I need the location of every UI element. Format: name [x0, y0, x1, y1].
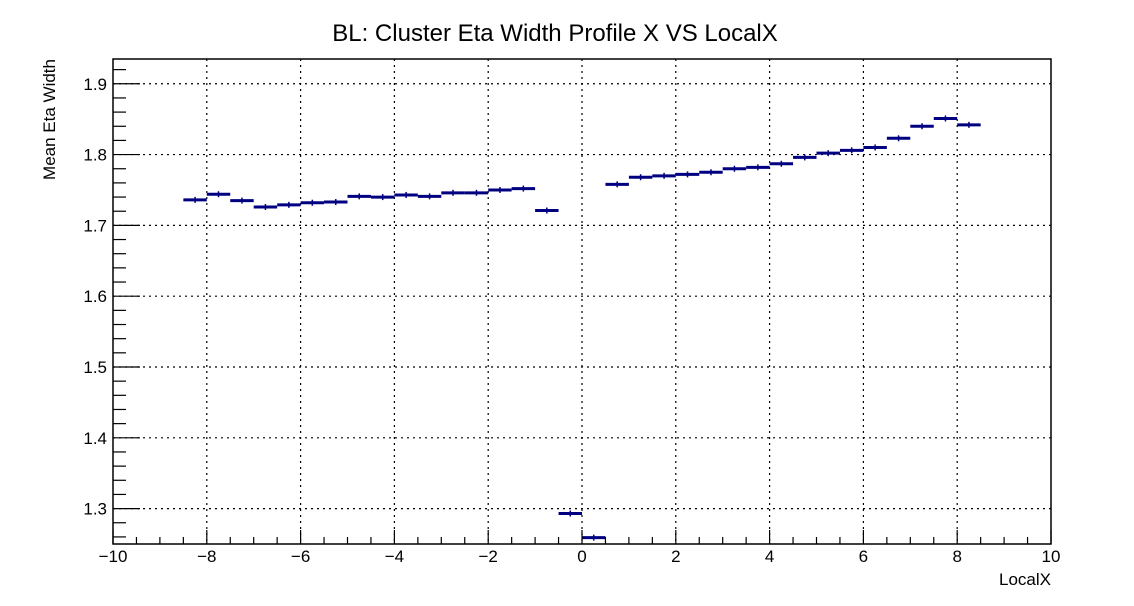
data-point	[464, 189, 489, 196]
x-tick-label: −4	[385, 547, 404, 566]
data-points	[183, 115, 981, 541]
data-point	[699, 169, 723, 176]
data-point	[300, 199, 325, 206]
y-tick-label: 1.9	[83, 75, 107, 94]
data-point	[652, 172, 676, 179]
x-tick-label: −10	[99, 547, 128, 566]
data-point	[394, 191, 418, 198]
data-point	[793, 154, 817, 161]
data-point	[324, 199, 348, 206]
x-tick-label: 0	[577, 547, 586, 566]
y-tick-label: 1.4	[83, 429, 107, 448]
x-tick-labels: −10 −8 −6 −4 −2 0 2 4 6 8 10	[99, 547, 1061, 566]
data-point	[816, 150, 840, 157]
data-point	[511, 185, 536, 192]
data-point	[933, 115, 958, 122]
data-point	[722, 165, 747, 172]
x-tick-label: −6	[291, 547, 310, 566]
data-point	[441, 189, 465, 196]
data-point	[769, 160, 794, 167]
data-point	[582, 534, 606, 541]
x-tick-label: −2	[479, 547, 498, 566]
y-tick-label: 1.6	[83, 287, 107, 306]
data-point	[370, 194, 395, 201]
data-point	[628, 174, 653, 181]
data-point	[535, 207, 559, 214]
data-point	[417, 193, 442, 200]
data-point	[488, 186, 512, 193]
data-point	[347, 193, 371, 200]
x-tick-label: 10	[1042, 547, 1061, 566]
data-point	[746, 164, 770, 171]
data-point	[253, 203, 278, 210]
data-point	[675, 171, 700, 178]
x-tick-label: −8	[197, 547, 216, 566]
data-point	[183, 196, 207, 203]
y-tick-labels: 1.3 1.4 1.5 1.6 1.7 1.8 1.9	[83, 75, 107, 519]
y-tick-label: 1.7	[83, 216, 107, 235]
grid	[113, 59, 1051, 544]
data-point	[957, 121, 981, 128]
data-point	[910, 123, 934, 130]
data-point	[230, 197, 254, 204]
data-point	[863, 144, 887, 151]
y-tick-label: 1.8	[83, 146, 107, 165]
data-point	[206, 191, 231, 198]
x-tick-label: 6	[859, 547, 868, 566]
data-point	[558, 510, 582, 517]
data-point	[605, 181, 629, 188]
chart-title: BL: Cluster Eta Width Profile X VS Local…	[332, 20, 778, 47]
x-tick-label: 4	[765, 547, 774, 566]
data-point	[839, 147, 864, 154]
x-axis-label: LocalX	[999, 570, 1051, 589]
y-axis-label: Mean Eta Width	[40, 59, 59, 180]
data-point	[277, 201, 301, 208]
axis-ticks	[112, 69, 1052, 544]
x-tick-label: 2	[671, 547, 680, 566]
data-point	[886, 135, 911, 142]
x-tick-label: 8	[952, 547, 961, 566]
y-tick-label: 1.3	[83, 500, 107, 519]
y-tick-label: 1.5	[83, 358, 107, 377]
